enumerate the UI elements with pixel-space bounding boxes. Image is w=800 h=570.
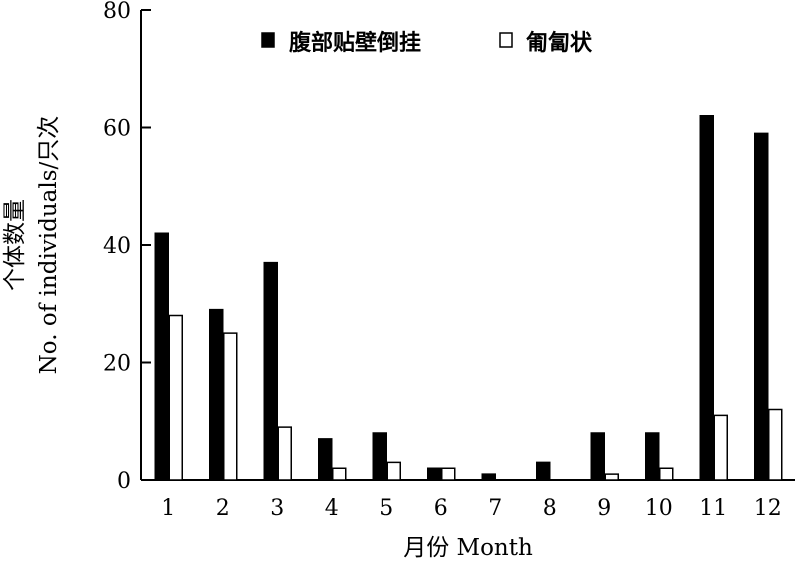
x-ticks: 1 2 3 4 5 6 7 8 9 10 11 12 xyxy=(161,496,782,521)
bar-series-2 xyxy=(168,314,183,481)
x-tick-label: 5 xyxy=(379,496,393,521)
bar-series-2 xyxy=(332,467,347,481)
bar-series-1 xyxy=(318,438,333,481)
y-ticks: 0 20 40 60 80 xyxy=(103,0,151,494)
x-tick-label: 11 xyxy=(699,496,727,521)
bar-series-2 xyxy=(223,332,238,481)
x-tick-label: 9 xyxy=(597,496,611,521)
bar-series-2 xyxy=(768,408,783,481)
bar-series-1 xyxy=(754,132,769,481)
y-tick-label: 40 xyxy=(103,234,131,259)
x-tick-label: 1 xyxy=(161,496,175,521)
bar-series-2 xyxy=(441,467,456,481)
x-tick-label: 3 xyxy=(270,496,284,521)
bar-series-1 xyxy=(263,261,278,481)
y-tick-label: 80 xyxy=(103,0,131,24)
legend-label-series-1: 腹部贴壁倒挂 xyxy=(289,30,421,56)
bar-series-1 xyxy=(427,467,442,481)
legend-swatch-series-2 xyxy=(499,32,513,48)
bar-series-2 xyxy=(386,461,401,481)
bar-series-2 xyxy=(277,426,292,481)
bar-series-1 xyxy=(154,232,169,481)
y-tick-label: 0 xyxy=(117,469,131,494)
x-tick-label: 8 xyxy=(543,496,557,521)
x-axis-title: 月份 Month xyxy=(403,535,533,561)
bar-series-2 xyxy=(604,473,619,481)
bar-series-1 xyxy=(372,432,387,481)
y-tick-label: 60 xyxy=(103,117,131,142)
bar-series-2 xyxy=(713,414,728,481)
bar-series-2 xyxy=(659,467,674,481)
x-tick-label: 7 xyxy=(488,496,502,521)
bars xyxy=(154,115,783,481)
y-axis-title-line1: 个体数量 xyxy=(2,199,28,291)
bar-series-1 xyxy=(209,308,224,481)
axes xyxy=(140,10,795,481)
bar-series-1 xyxy=(481,473,496,481)
y-tick-label: 20 xyxy=(103,352,131,377)
x-tick-label: 6 xyxy=(434,496,448,521)
bar-series-1 xyxy=(536,461,551,481)
bar-series-1 xyxy=(645,432,660,481)
bar-series-1 xyxy=(699,115,714,481)
x-tick-label: 12 xyxy=(754,496,782,521)
y-axis-title-line2: No. of individuals/只次 xyxy=(36,116,62,375)
legend: 腹部贴壁倒挂 匍匐状 xyxy=(261,30,593,56)
x-tick-label: 2 xyxy=(216,496,230,521)
legend-label-series-2: 匍匐状 xyxy=(526,30,593,56)
legend-swatch-series-1 xyxy=(261,32,275,48)
bar-series-1 xyxy=(590,432,605,481)
x-tick-label: 4 xyxy=(325,496,339,521)
x-tick-label: 10 xyxy=(645,496,673,521)
